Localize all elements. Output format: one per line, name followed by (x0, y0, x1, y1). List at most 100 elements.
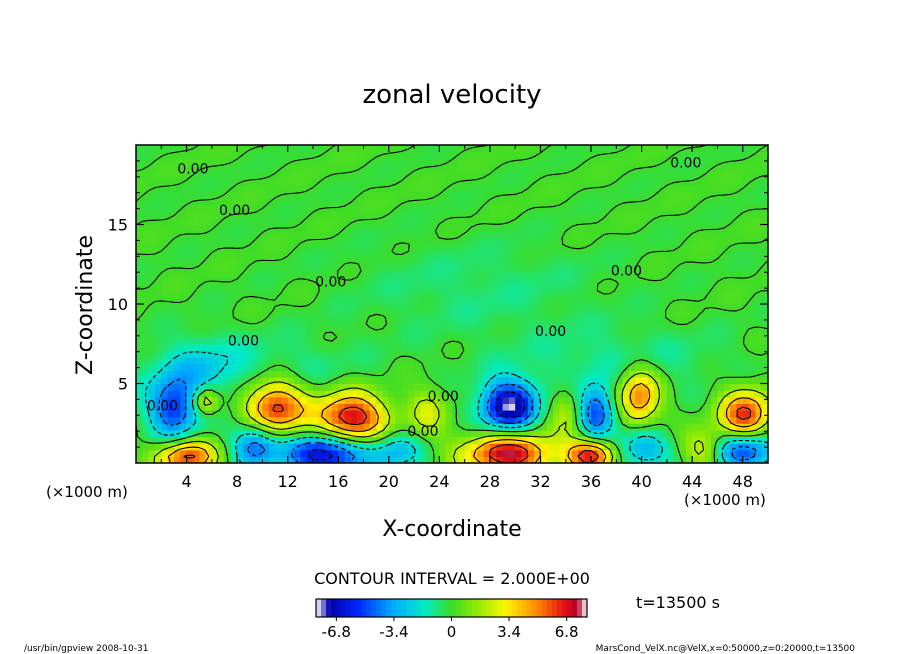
colorbar-cell (571, 599, 578, 617)
heat-cell (704, 416, 712, 424)
heat-cell (180, 423, 188, 431)
heat-cell (521, 330, 529, 338)
heat-cell (192, 211, 200, 219)
heat-cell (489, 270, 497, 279)
heat-cell (603, 443, 611, 451)
heat-cell (161, 211, 169, 219)
heat-cell (628, 383, 636, 391)
heat-cell (641, 383, 649, 391)
colorbar-cell (576, 599, 583, 617)
heat-cell (173, 171, 181, 179)
heat-cell (433, 191, 440, 199)
heat-cell (173, 184, 181, 192)
colorbar-cell (551, 599, 558, 617)
heat-cell (761, 436, 768, 444)
heat-cell (256, 257, 263, 265)
heat-cell (275, 343, 282, 351)
heat-cell (508, 383, 516, 391)
heat-cell (426, 410, 434, 418)
heat-cell (388, 396, 396, 404)
heat-cell (521, 244, 529, 252)
heat-cell (622, 244, 630, 252)
colorbar-cell (496, 599, 503, 617)
heat-cell (610, 297, 617, 305)
heat-cell (470, 164, 478, 173)
heat-cell (660, 376, 668, 385)
heat-cell (199, 376, 207, 385)
heat-cell (262, 231, 270, 239)
heat-cell (382, 184, 390, 192)
heat-cell (357, 151, 365, 159)
heat-cell (433, 357, 440, 365)
heat-cell (692, 376, 700, 385)
heat-cell (331, 423, 339, 431)
heat-cell (628, 244, 636, 252)
heat-cell (559, 211, 567, 219)
heat-cell (610, 343, 617, 351)
heat-cell (445, 264, 453, 272)
heat-cell (704, 277, 712, 285)
heat-cell (660, 145, 668, 153)
heat-cell (136, 376, 143, 385)
heat-cell (350, 224, 358, 232)
heat-cell (464, 184, 472, 192)
heat-cell (502, 410, 510, 418)
heat-cell (647, 270, 655, 279)
heat-cell (502, 231, 510, 239)
heat-cell (281, 423, 289, 431)
heat-cell (559, 184, 567, 192)
heat-cell (224, 423, 232, 431)
colorbar-cell (561, 599, 568, 617)
heat-cell (287, 184, 295, 192)
heat-cell (673, 390, 681, 398)
heat-cell (382, 429, 390, 438)
colorbar-cell (336, 599, 342, 617)
heat-cell (306, 231, 314, 239)
contour-label: 0.00 (611, 263, 642, 279)
heat-cell (294, 343, 301, 351)
heat-cell (692, 310, 700, 318)
heat-cell (540, 410, 548, 418)
colorbar-cell (456, 599, 463, 617)
heat-cell (319, 290, 327, 298)
heat-cell (470, 396, 478, 404)
heat-cell (761, 396, 768, 404)
heat-cell (218, 211, 226, 219)
heat-cell (312, 363, 320, 371)
heat-cell (622, 164, 630, 173)
heat-cell (426, 164, 434, 173)
heat-cell (287, 350, 295, 358)
heat-cell (325, 237, 333, 245)
heat-cell (420, 191, 428, 199)
heat-cell (622, 337, 630, 345)
heat-cell (704, 350, 712, 358)
heat-cell (294, 277, 301, 285)
heat-cell (616, 343, 624, 351)
heat-cell (224, 145, 232, 153)
heat-cell (306, 244, 314, 252)
heat-cell (186, 164, 194, 173)
heat-cell (546, 277, 554, 285)
heat-cell (508, 390, 516, 398)
heat-cell (237, 337, 245, 345)
heat-cell (376, 237, 384, 245)
heat-cell (331, 211, 339, 219)
heat-cell (344, 443, 352, 451)
heat-cell (761, 184, 768, 192)
heat-cell (736, 350, 744, 358)
heat-cell (553, 396, 561, 404)
heat-cell (603, 270, 611, 279)
heat-cell (477, 357, 485, 365)
heat-cell (445, 290, 453, 298)
heat-cell (154, 178, 162, 186)
heat-cell (338, 158, 346, 166)
heat-cell (205, 251, 213, 259)
heat-cell (445, 251, 453, 259)
heat-cell (521, 171, 529, 179)
heat-cell (338, 297, 346, 305)
x-axis: 4 8 12 16 20 24 28 32 36 40 44 48 (160, 145, 753, 491)
heat-cell (610, 423, 617, 431)
heat-cell (610, 231, 617, 239)
heat-cell (224, 211, 232, 219)
heat-cell (685, 317, 693, 325)
